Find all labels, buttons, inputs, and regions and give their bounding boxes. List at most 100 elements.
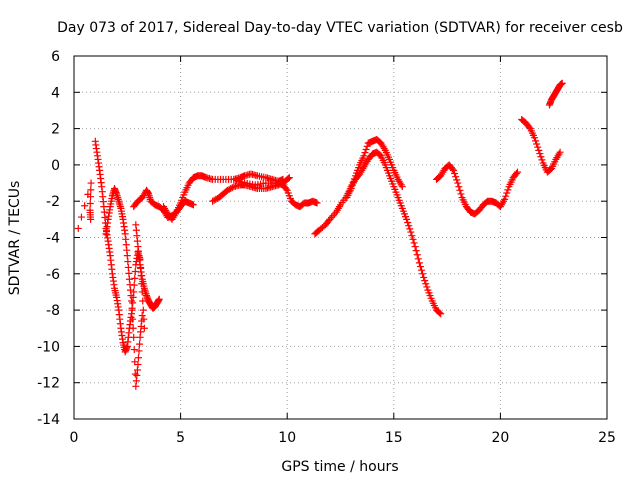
series-seg11: [518, 116, 564, 176]
data-point: [455, 183, 463, 191]
data-point: [537, 153, 545, 161]
data-point: [536, 150, 544, 158]
data-point: [422, 280, 430, 288]
data-point: [77, 213, 85, 221]
x-axis-title: GPS time / hours: [281, 459, 398, 475]
data-point: [282, 185, 290, 193]
data-point: [502, 192, 510, 200]
data-point: [503, 189, 511, 197]
series-seg9: [343, 135, 406, 202]
data-point: [348, 181, 356, 189]
data-point: [362, 145, 370, 153]
x-tick-label: 20: [491, 430, 509, 446]
data-point: [406, 225, 414, 233]
data-point: [329, 212, 337, 220]
data-point: [412, 247, 420, 255]
x-tick-label: 10: [278, 430, 296, 446]
y-tick-label: -4: [46, 231, 60, 247]
data-point: [415, 259, 423, 267]
data-point: [347, 184, 355, 192]
data-point: [279, 175, 287, 183]
x-tick-label: 5: [176, 430, 185, 446]
series-seg8: [311, 148, 445, 318]
series-seg7: [230, 170, 287, 185]
data-point: [124, 263, 132, 271]
data-point: [414, 255, 422, 263]
data-point: [125, 269, 133, 277]
data-point: [403, 215, 411, 223]
data-point: [456, 186, 464, 194]
data-point: [349, 178, 357, 186]
y-axis-title: SDTVAR / TECUs: [7, 181, 23, 296]
data-point: [134, 361, 142, 369]
data-point: [538, 156, 546, 164]
x-tick-labels: 0 5 10 15 20 25: [70, 430, 616, 446]
data-point: [423, 283, 431, 291]
data-point: [409, 235, 417, 243]
data-point: [449, 166, 457, 174]
data-point: [437, 310, 445, 318]
data-point: [531, 134, 539, 142]
y-tick-label: 4: [51, 85, 60, 101]
data-point: [87, 179, 95, 187]
data-point: [124, 258, 132, 266]
data-point: [504, 186, 512, 194]
data-point: [138, 312, 146, 320]
data-point: [411, 243, 419, 251]
data-point: [139, 306, 147, 314]
data-point: [360, 152, 368, 160]
y-tick-label: -12: [37, 376, 60, 392]
data-point: [131, 268, 139, 276]
data-point: [129, 315, 137, 323]
data-point: [285, 174, 293, 182]
data-point: [457, 190, 465, 198]
data-point: [525, 123, 533, 131]
y-tick-labels: -14 -12 -10 -8 -6 -4 -2 0 2 4 6: [37, 49, 60, 428]
x-tick-label: 25: [598, 430, 616, 446]
y-tick-label: -10: [37, 339, 60, 355]
series-seg1: [91, 137, 148, 356]
data-point: [416, 263, 424, 271]
data-point: [452, 173, 460, 181]
data-point: [408, 232, 416, 240]
data-point: [420, 273, 428, 281]
data-point: [87, 186, 95, 194]
data-point: [155, 295, 163, 303]
data-point: [130, 333, 138, 341]
data-point: [131, 370, 139, 378]
data-point: [363, 142, 371, 150]
y-tick-label: 0: [51, 158, 60, 174]
y-tick-label: -14: [37, 412, 60, 428]
data-point: [134, 354, 142, 362]
data-point: [413, 251, 421, 259]
data-point: [228, 184, 236, 192]
data-point: [501, 195, 509, 203]
y-tick-label: -2: [46, 194, 60, 210]
y-tick-label: 2: [51, 122, 60, 138]
axis-ticks: [73, 55, 608, 420]
data-point: [74, 224, 82, 232]
data-point: [81, 202, 89, 210]
data-point: [131, 274, 139, 282]
data-point: [189, 201, 197, 209]
series-seg3: [132, 221, 163, 312]
data-point: [87, 215, 95, 223]
data-point: [534, 143, 542, 151]
grid-lines: [74, 56, 607, 419]
plot-frame: [73, 55, 608, 420]
data-point: [405, 222, 413, 230]
chart-title: Day 073 of 2017, Sidereal Day-to-day VTE…: [57, 20, 623, 36]
series-isolated: [74, 179, 95, 232]
data-point: [128, 306, 136, 314]
data-point: [436, 309, 444, 317]
data-point: [123, 252, 131, 260]
data-point: [512, 170, 520, 178]
data-point: [513, 168, 521, 176]
series-seg12: [545, 79, 566, 109]
x-tick-label: 0: [70, 430, 79, 446]
data-point: [558, 79, 566, 87]
data-point: [410, 239, 418, 247]
data-point: [418, 266, 426, 274]
data-point: [86, 199, 94, 207]
data-point: [128, 297, 136, 305]
